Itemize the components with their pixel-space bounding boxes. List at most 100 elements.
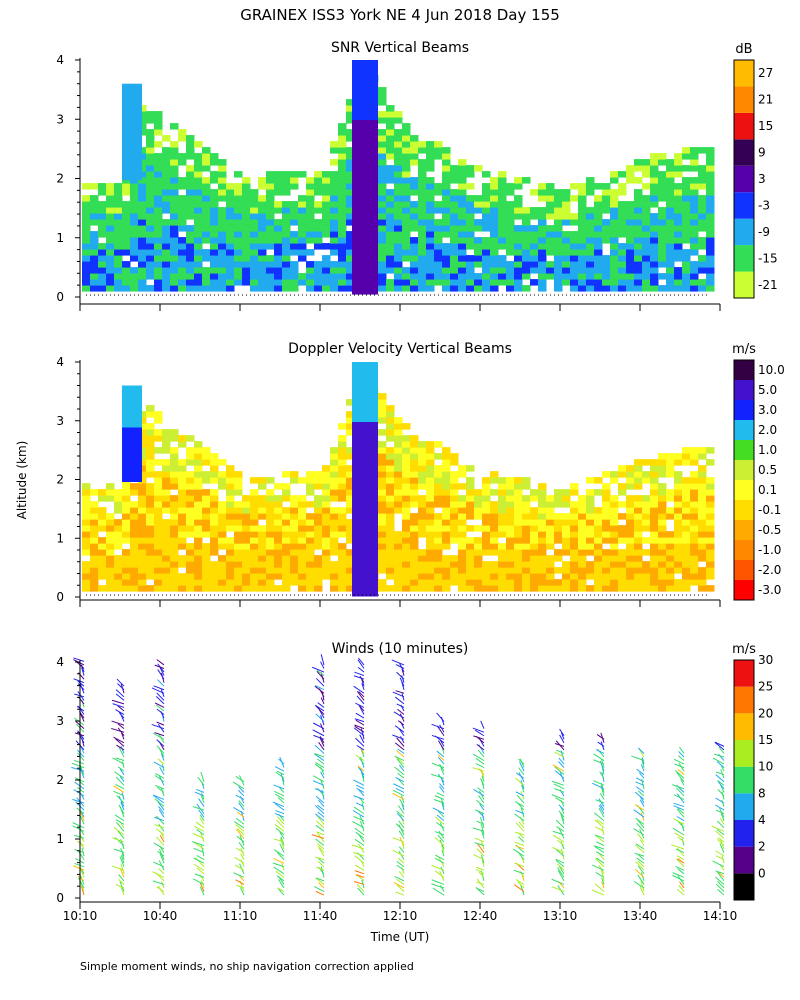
heatmap-cell	[410, 237, 419, 244]
heatmap-cell	[642, 249, 651, 256]
wind-barb	[78, 877, 85, 889]
heatmap-cell	[498, 267, 507, 274]
heatmap-cell	[138, 531, 147, 538]
x-axis-label: Time (UT)	[370, 930, 430, 944]
heatmap-cell	[290, 513, 299, 520]
heatmap-cell	[138, 171, 147, 178]
heatmap-cell	[314, 225, 323, 232]
heatmap-cell	[674, 549, 683, 556]
heatmap-cell	[690, 231, 699, 238]
heatmap-cell	[202, 453, 211, 460]
colorbar-label: 10	[758, 760, 773, 774]
heatmap-cell	[346, 195, 355, 202]
heatmap-cell	[306, 237, 315, 244]
heatmap-cell	[514, 285, 523, 292]
heatmap-cell	[352, 494, 378, 501]
heatmap-cell	[394, 147, 403, 154]
wind-barb	[396, 878, 405, 885]
wind-barb	[717, 820, 725, 829]
heatmap-cell	[250, 213, 259, 220]
heatmap-cell	[642, 201, 651, 208]
heatmap-cell	[154, 243, 163, 250]
heatmap-cell	[202, 159, 211, 166]
heatmap-cell	[122, 201, 131, 208]
heatmap-cell	[474, 261, 483, 268]
heatmap-cell	[130, 225, 139, 232]
wind-barb	[236, 811, 245, 818]
heatmap-cell	[258, 585, 267, 592]
heatmap-cell	[122, 83, 142, 91]
heatmap-cell	[298, 495, 307, 502]
heatmap-cell	[490, 213, 499, 220]
snr-colorbar-unit: dB	[735, 42, 752, 57]
heatmap-cell	[418, 585, 427, 592]
heatmap-cell	[154, 471, 163, 478]
heatmap-cell	[250, 189, 259, 196]
heatmap-cell	[634, 531, 643, 538]
heatmap-cell	[610, 573, 619, 580]
heatmap-cell	[514, 573, 523, 580]
heatmap-cell	[218, 513, 227, 520]
heatmap-cell	[570, 273, 579, 280]
heatmap-cell	[82, 537, 91, 544]
heatmap-cell	[178, 519, 187, 526]
wind-barb	[154, 702, 165, 708]
heatmap-cell	[162, 519, 171, 526]
heatmap-cell	[282, 495, 291, 502]
heatmap-cell	[122, 585, 131, 592]
heatmap-cell	[674, 579, 683, 586]
heatmap-cell	[586, 183, 595, 190]
wind-barb	[159, 853, 165, 864]
heatmap-cell	[162, 471, 171, 478]
heatmap-cell	[418, 507, 427, 514]
heatmap-cell	[514, 207, 523, 214]
wind-barb	[120, 801, 125, 811]
heatmap-cell	[338, 435, 347, 442]
heatmap-cell	[562, 213, 571, 220]
wind-barb	[81, 667, 85, 676]
heatmap-cell	[138, 117, 147, 124]
wind-barb	[356, 802, 365, 808]
heatmap-cell	[186, 171, 195, 178]
heatmap-cell	[442, 255, 451, 262]
heatmap-cell	[682, 147, 691, 154]
heatmap-cell	[210, 255, 219, 262]
heatmap-cell	[218, 285, 227, 292]
heatmap-cell	[690, 477, 699, 484]
wind-barb	[157, 663, 165, 673]
wind-barb	[354, 827, 365, 836]
heatmap-cell	[442, 585, 451, 592]
heatmap-cell	[434, 237, 443, 244]
wind-barb	[157, 669, 165, 680]
wind-barb	[119, 881, 125, 892]
heatmap-cell	[346, 471, 355, 478]
heatmap-cell	[698, 549, 707, 556]
heatmap-cell	[226, 549, 235, 556]
heatmap-cell	[218, 555, 227, 562]
heatmap-cell	[210, 573, 219, 580]
heatmap-cell	[402, 519, 411, 526]
heatmap-cell	[186, 165, 195, 172]
heatmap-cell	[186, 543, 195, 550]
heatmap-cell	[282, 285, 291, 292]
heatmap-cell	[258, 273, 267, 280]
heatmap-cell	[162, 501, 171, 508]
heatmap-cell	[666, 471, 675, 478]
wind-barb	[431, 883, 445, 889]
heatmap-cell	[234, 225, 243, 232]
wind-barb	[476, 866, 485, 871]
wind-barb	[119, 856, 125, 867]
heatmap-cell	[514, 507, 523, 514]
heatmap-cell	[186, 147, 195, 154]
heatmap-cell	[482, 495, 491, 502]
wind-barb	[154, 798, 165, 807]
heatmap-cell	[138, 201, 147, 208]
heatmap-cell	[194, 195, 203, 202]
heatmap-cell	[394, 207, 403, 214]
heatmap-cell	[450, 255, 459, 262]
heatmap-cell	[306, 207, 315, 214]
wind-barb	[635, 843, 645, 850]
heatmap-cell	[410, 141, 419, 148]
heatmap-cell	[698, 279, 707, 286]
heatmap-cell	[546, 585, 555, 592]
